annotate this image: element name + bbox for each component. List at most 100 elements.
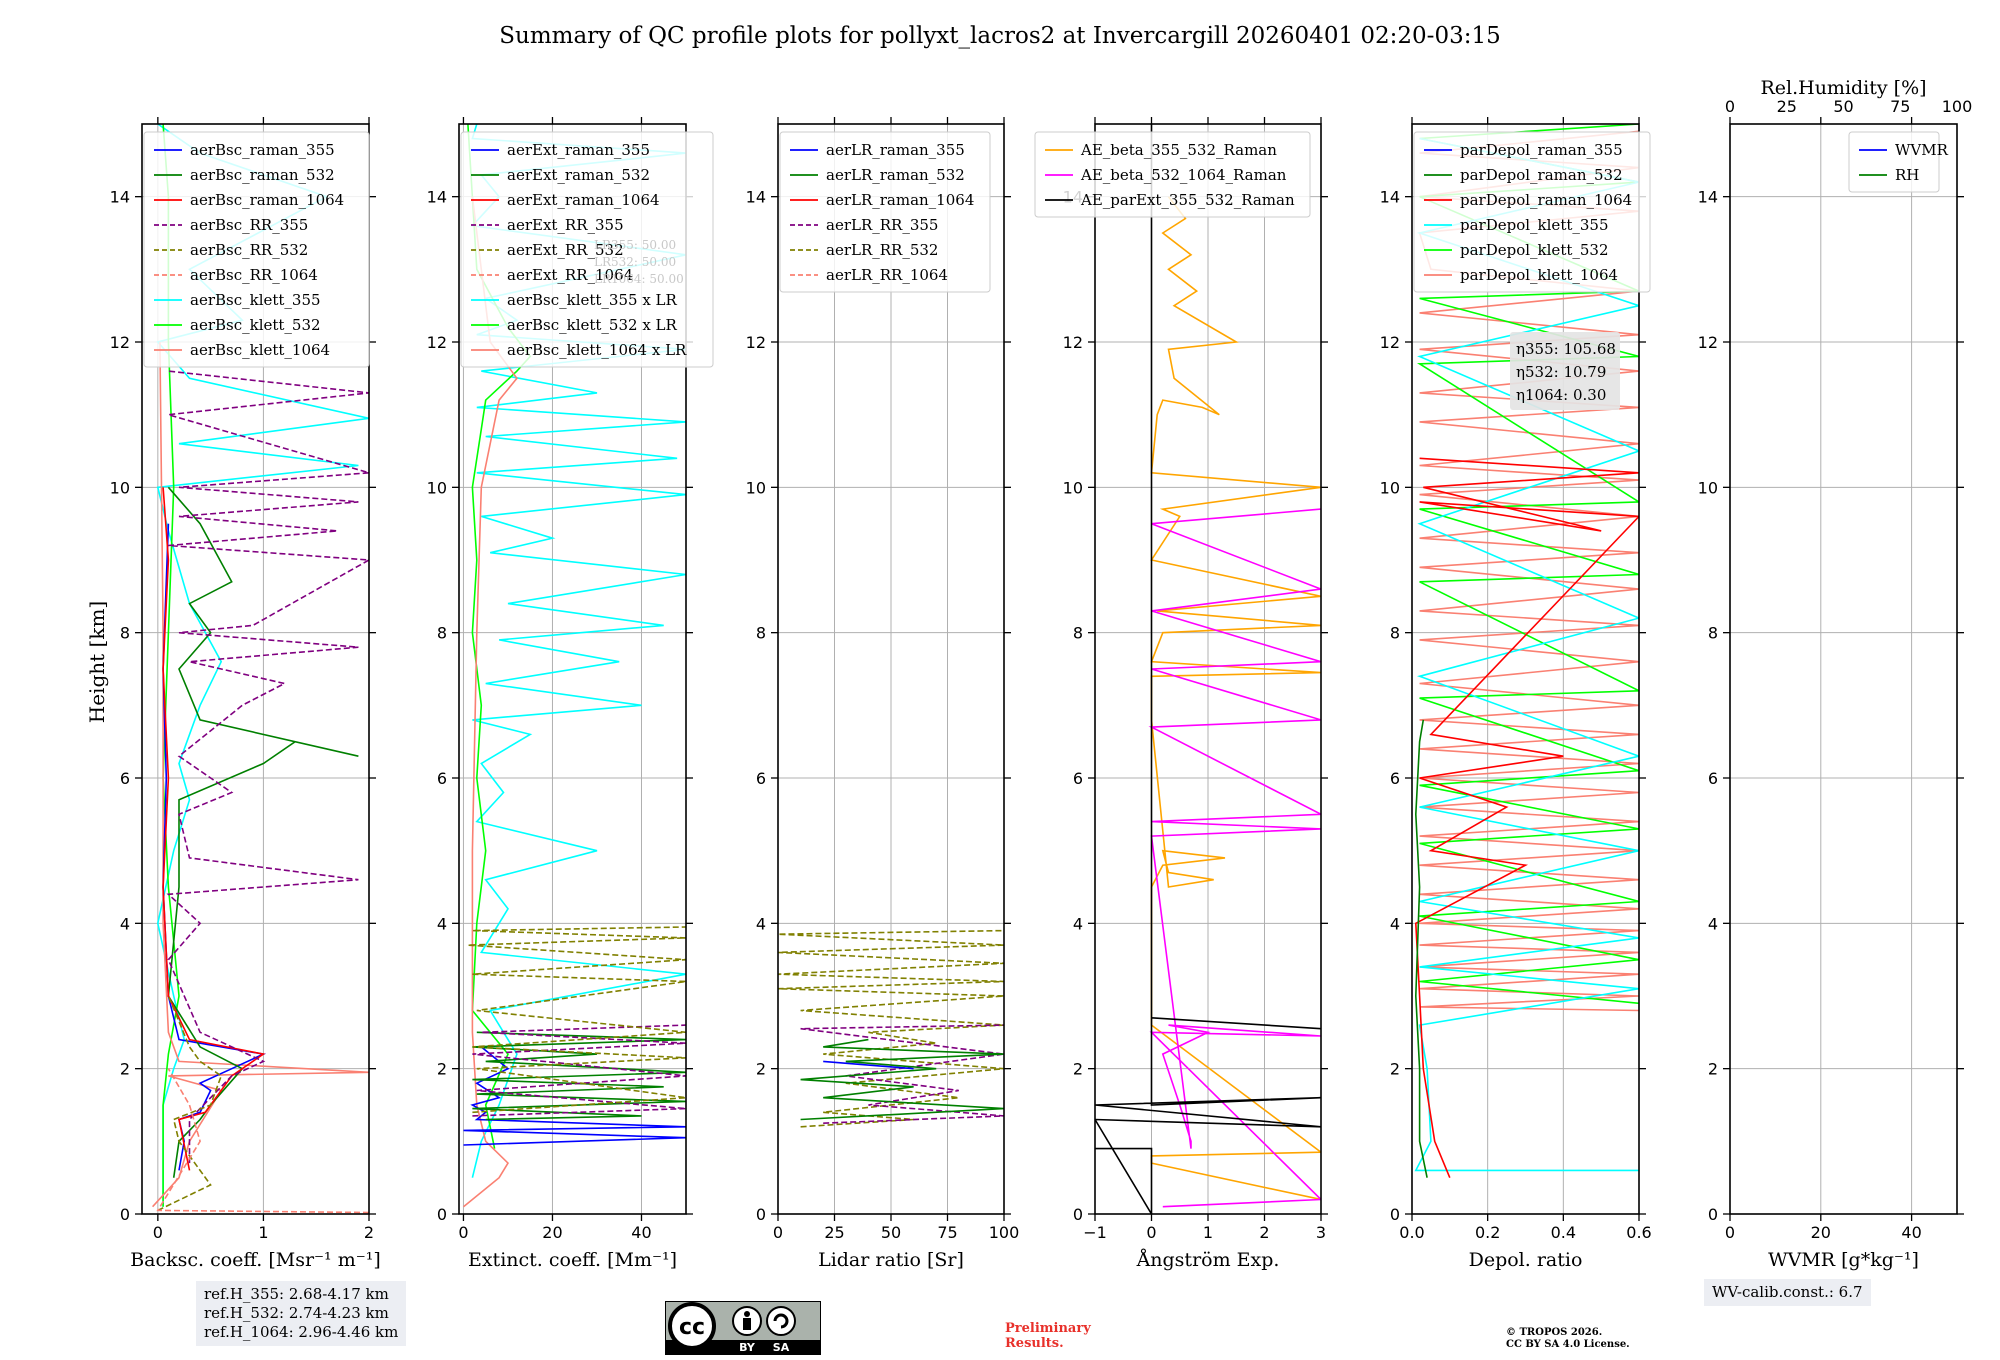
legend-entry: WVMR: [1895, 141, 1949, 159]
series-line-aerBsc_klett_1064 x LR: [462, 196, 518, 1208]
reference-height-box: ref.H_355: 2.68-4.17 km ref.H_532: 2.74-…: [196, 1281, 407, 1346]
legend: parDepol_raman_355 parDepol_raman_532 parD…: [1413, 131, 1651, 293]
y-tick-label: 6: [1708, 769, 1718, 788]
wv-calibration-box: WV-calib.const.: 6.7: [1704, 1279, 1871, 1306]
y-tick-label: 4: [1708, 914, 1718, 933]
y-tick-label: 14: [1380, 188, 1400, 207]
y-tick-label: 8: [120, 624, 130, 643]
y-tick-label: 6: [756, 769, 766, 788]
series-line-aerLR_RR_355: [800, 1024, 1004, 1124]
y-axis-label: Height [km]: [85, 601, 109, 723]
y-tick-label: 0: [1390, 1205, 1400, 1224]
x-tick-label: 3: [1316, 1223, 1326, 1242]
legend-entry: AE_beta_355_532_Raman: [1080, 141, 1277, 159]
x-tick-label: 40: [631, 1223, 651, 1242]
series-group: [1414, 124, 1639, 1179]
legend-entry: aerLR_RR_532: [826, 241, 938, 259]
legend-entry: aerBsc_klett_1064 x LR: [507, 341, 687, 359]
axes-frame: [1729, 123, 1958, 1215]
lidar-ratio-label: LR532: 50.00: [594, 255, 676, 269]
y-tick-label: 2: [1708, 1060, 1718, 1079]
x-tick-label: 0: [1146, 1223, 1156, 1242]
y-tick-label: 14: [1698, 188, 1718, 207]
series-line-AE_beta_532_1064_Raman: [1148, 508, 1321, 1208]
legend-entry: parDepol_raman_1064: [1460, 191, 1632, 209]
x-tick-label: 0.4: [1551, 1223, 1576, 1242]
y-tick-label: 14: [427, 188, 447, 207]
legend-entry: aerLR_raman_1064: [826, 191, 974, 209]
x-tick-label: 0: [458, 1223, 468, 1242]
y-tick-label: 2: [756, 1060, 766, 1079]
y-tick-label: 8: [1708, 624, 1718, 643]
legend: WVMR RH: [1848, 131, 1949, 193]
cc-icon: [668, 1302, 716, 1350]
series-line-AE_parExt_355_532_Raman: [1095, 124, 1321, 1214]
x-axis-label: WVMR [g*kg⁻¹]: [1768, 1249, 1919, 1271]
x-tick-label: 25: [824, 1223, 844, 1242]
y-tick-label: 0: [120, 1205, 130, 1224]
x-tick-label: 75: [937, 1223, 957, 1242]
eta-label: η1064: 0.30: [1516, 386, 1606, 404]
ref-height-532: ref.H_532: 2.74-4.23 km: [204, 1304, 389, 1322]
legend-entry: aerExt_raman_355: [507, 141, 650, 159]
axes-frame: [141, 123, 370, 1215]
x-tick-label: 0.0: [1399, 1223, 1424, 1242]
legend-entry: aerBsc_klett_1064: [190, 341, 330, 359]
y-tick-label: 4: [1390, 914, 1400, 933]
ref-height-355: ref.H_355: 2.68-4.17 km: [204, 1285, 389, 1303]
legend-entry: parDepol_klett_532: [1460, 241, 1609, 259]
legend-entry: aerLR_RR_355: [826, 216, 938, 234]
profile-panel-6: 0 20 40 0 2 4 6 8 10 12 14 WVMR [g*kg⁻¹] 0 25 50 75 100 R…: [1698, 77, 1973, 1271]
svg-text:cc: cc: [679, 1315, 705, 1340]
y-tick-label: 2: [437, 1060, 447, 1079]
y-tick-label: 12: [746, 333, 766, 352]
lidar-ratio-label: LR1064: 50.00: [594, 272, 684, 286]
x-axis-label: Extinct. coeff. [Mm⁻¹]: [468, 1249, 677, 1271]
legend: AE_beta_355_532_Raman AE_beta_532_1064_Ra…: [1034, 131, 1311, 218]
legend-entry: parDepol_klett_1064: [1460, 266, 1618, 284]
eta-box: [1510, 332, 1620, 410]
x-tick-label: −1: [1083, 1223, 1107, 1242]
preliminary-results-label: Preliminary Results.: [1005, 1321, 1091, 1351]
legend-entry: aerExt_raman_1064: [507, 191, 660, 209]
y-tick-label: 14: [746, 188, 766, 207]
legend-entry: aerBsc_raman_532: [190, 166, 335, 184]
y-tick-label: 12: [110, 333, 130, 352]
legend: aerBsc_raman_355 aerBsc_raman_532 aerBsc_r…: [143, 131, 370, 368]
figure-title: Summary of QC profile plots for pollyxt_…: [499, 23, 1500, 49]
y-tick-label: 0: [437, 1205, 447, 1224]
profile-panel-2: 0 20 40 0 2 4 6 8 10 12 14 Extinct. coeff. [Mm⁻¹] ae…: [427, 117, 714, 1271]
legend-entry: aerBsc_raman_355: [190, 141, 335, 159]
y-tick-label: 8: [756, 624, 766, 643]
top-x-tick-label: 50: [1833, 97, 1853, 116]
legend: aerLR_raman_355 aerLR_raman_532 aerLR_rama…: [779, 131, 991, 293]
series-line-aerBsc_raman_355: [162, 523, 267, 1171]
legend-entry: aerLR_raman_532: [826, 166, 965, 184]
series-line-aerLR_raman_355: [823, 1060, 914, 1070]
y-tick-label: 6: [1390, 769, 1400, 788]
series-line-parDepol_raman_532: [1414, 719, 1428, 1178]
legend: aerExt_raman_355 aerExt_raman_532 aerExt_r…: [460, 131, 714, 368]
series-line-AE_beta_355_532_Raman: [1150, 196, 1321, 1201]
ref-height-1064: ref.H_1064: 2.96-4.46 km: [204, 1323, 399, 1341]
legend-entry: aerBsc_RR_355: [190, 216, 308, 234]
series-line-aerBsc_raman_1064: [162, 487, 266, 1171]
x-axis-label: Lidar ratio [Sr]: [818, 1249, 964, 1271]
y-tick-label: 8: [1390, 624, 1400, 643]
x-tick-label: 1: [1203, 1223, 1213, 1242]
y-tick-label: 0: [756, 1205, 766, 1224]
series-line-aerExt_RR_355: [472, 1024, 686, 1117]
x-tick-label: 1: [258, 1223, 268, 1242]
sa-icon: [766, 1306, 796, 1336]
y-tick-label: 10: [1063, 478, 1083, 497]
series-line-aerLR_raman_532: [800, 1038, 1004, 1121]
y-tick-label: 4: [120, 914, 130, 933]
legend-entry: parDepol_raman_355: [1460, 141, 1623, 159]
cc-by-sa-badge: cc BY SA: [665, 1301, 821, 1355]
series-line-aerExt_RR_532: [467, 926, 686, 1114]
top-x-tick-label: 75: [1890, 97, 1910, 116]
lidar-ratio-label: LR355: 50.00: [594, 238, 676, 252]
legend-entry: aerBsc_RR_1064: [190, 266, 318, 284]
